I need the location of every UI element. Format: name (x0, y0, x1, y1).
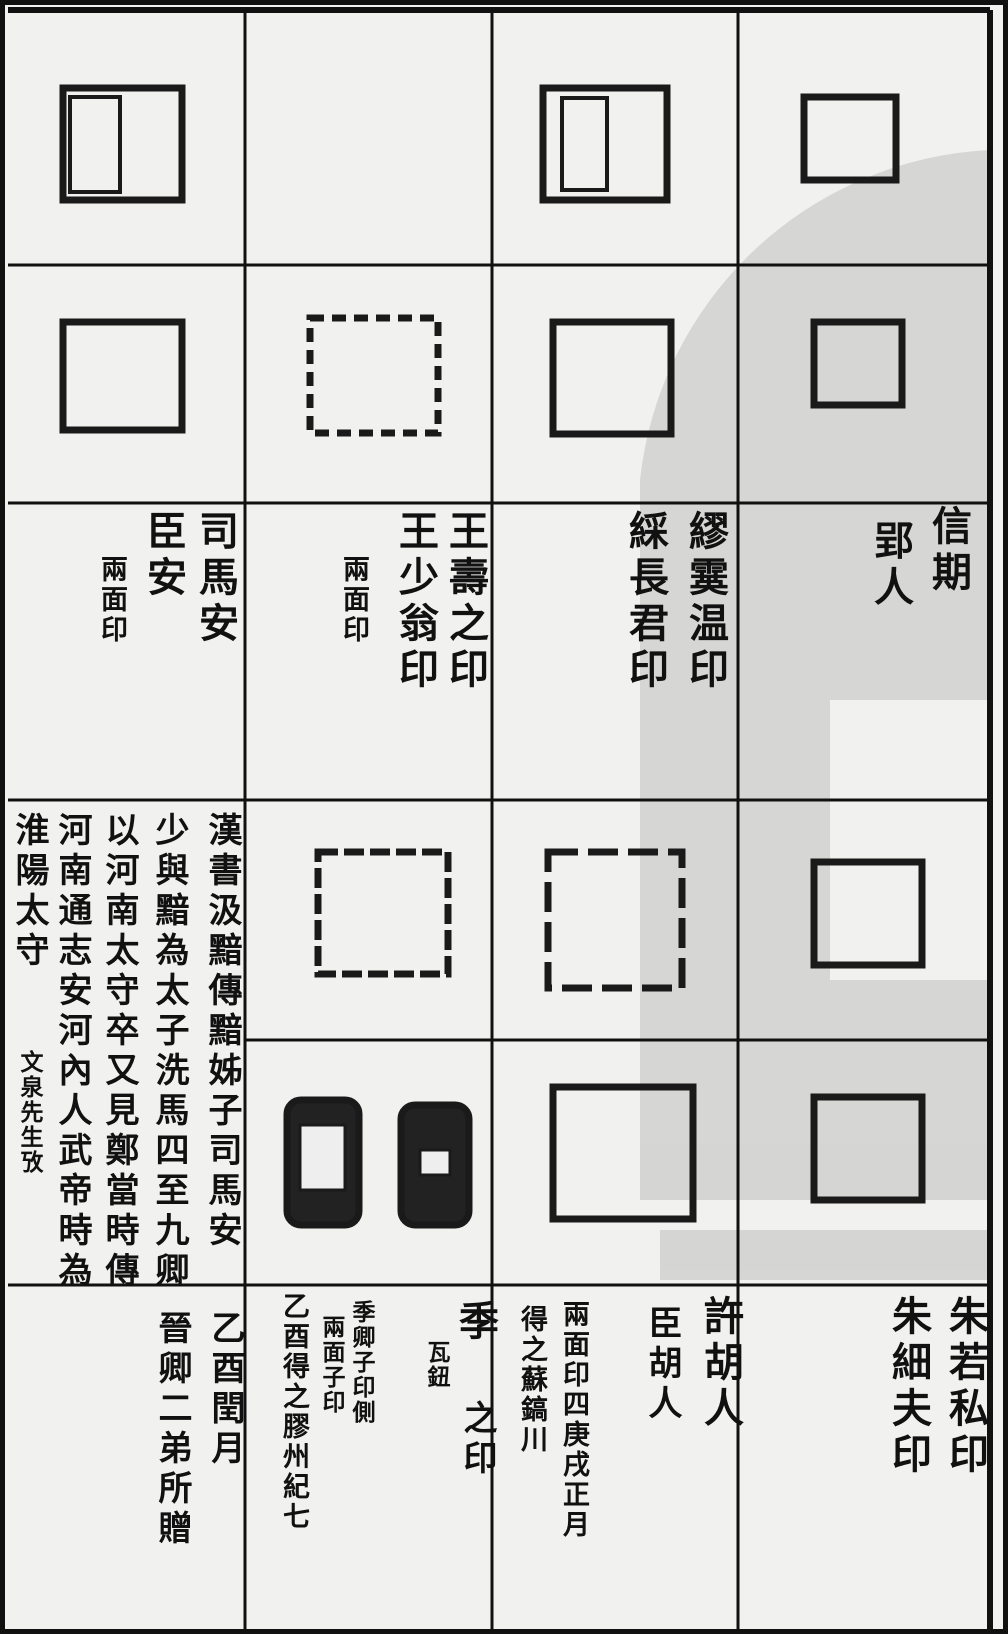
caption-line: 郢人 (867, 520, 914, 612)
note-line: 漢書汲黯傳黯姊子司馬安 (202, 812, 242, 1252)
note-line: 淮陽太守 (9, 812, 49, 972)
watermark (640, 150, 990, 1280)
caption-line: 季卿子印側 (348, 1300, 375, 1425)
note-line: 河南通志安河內人武帝時為 (52, 812, 92, 1292)
caption-line: 朱細夫印 (885, 1295, 932, 1479)
note-line: 少與黯為太子洗馬四至九卿 (149, 812, 189, 1292)
note-line: 文泉先生攷 (16, 1050, 43, 1175)
caption-line: 信期 (925, 505, 972, 597)
caption-line: 臣安 (140, 510, 187, 602)
caption-line: 綵長君印 (622, 510, 669, 694)
caption-line: 得之蘇鎬川 (516, 1305, 547, 1455)
caption-line: 兩面子印 (318, 1315, 345, 1415)
caption-line: 司馬安 (192, 510, 239, 648)
caption-line: 兩面印 (338, 555, 369, 645)
caption-line: 王壽之印 (442, 510, 489, 694)
caption-line: 王少翁印 (392, 510, 439, 694)
caption-line: 朱若私印 (942, 1295, 989, 1479)
caption-line: 瓦鈕 (423, 1340, 450, 1390)
grid-lines (8, 7, 993, 1634)
caption-line: 兩面印四庚戌正月 (558, 1300, 589, 1540)
caption-line: 許胡人 (697, 1295, 744, 1433)
caption-line: 乙酉得之膠州紀七 (278, 1292, 309, 1532)
caption-line: 兩面印 (96, 555, 127, 645)
caption-line: 季 (452, 1300, 499, 1346)
note-line: 以河南太守卒又見鄭當時傳 (99, 812, 139, 1292)
seal-impressions (59, 84, 926, 1229)
caption-line: 之印 (457, 1400, 497, 1480)
caption-line: 晉卿二弟所贈 (152, 1310, 192, 1550)
caption-line: 臣胡人 (642, 1305, 682, 1425)
caption-line: 繆霙温印 (682, 510, 729, 694)
caption-line: 乙酉閏月 (205, 1310, 245, 1470)
